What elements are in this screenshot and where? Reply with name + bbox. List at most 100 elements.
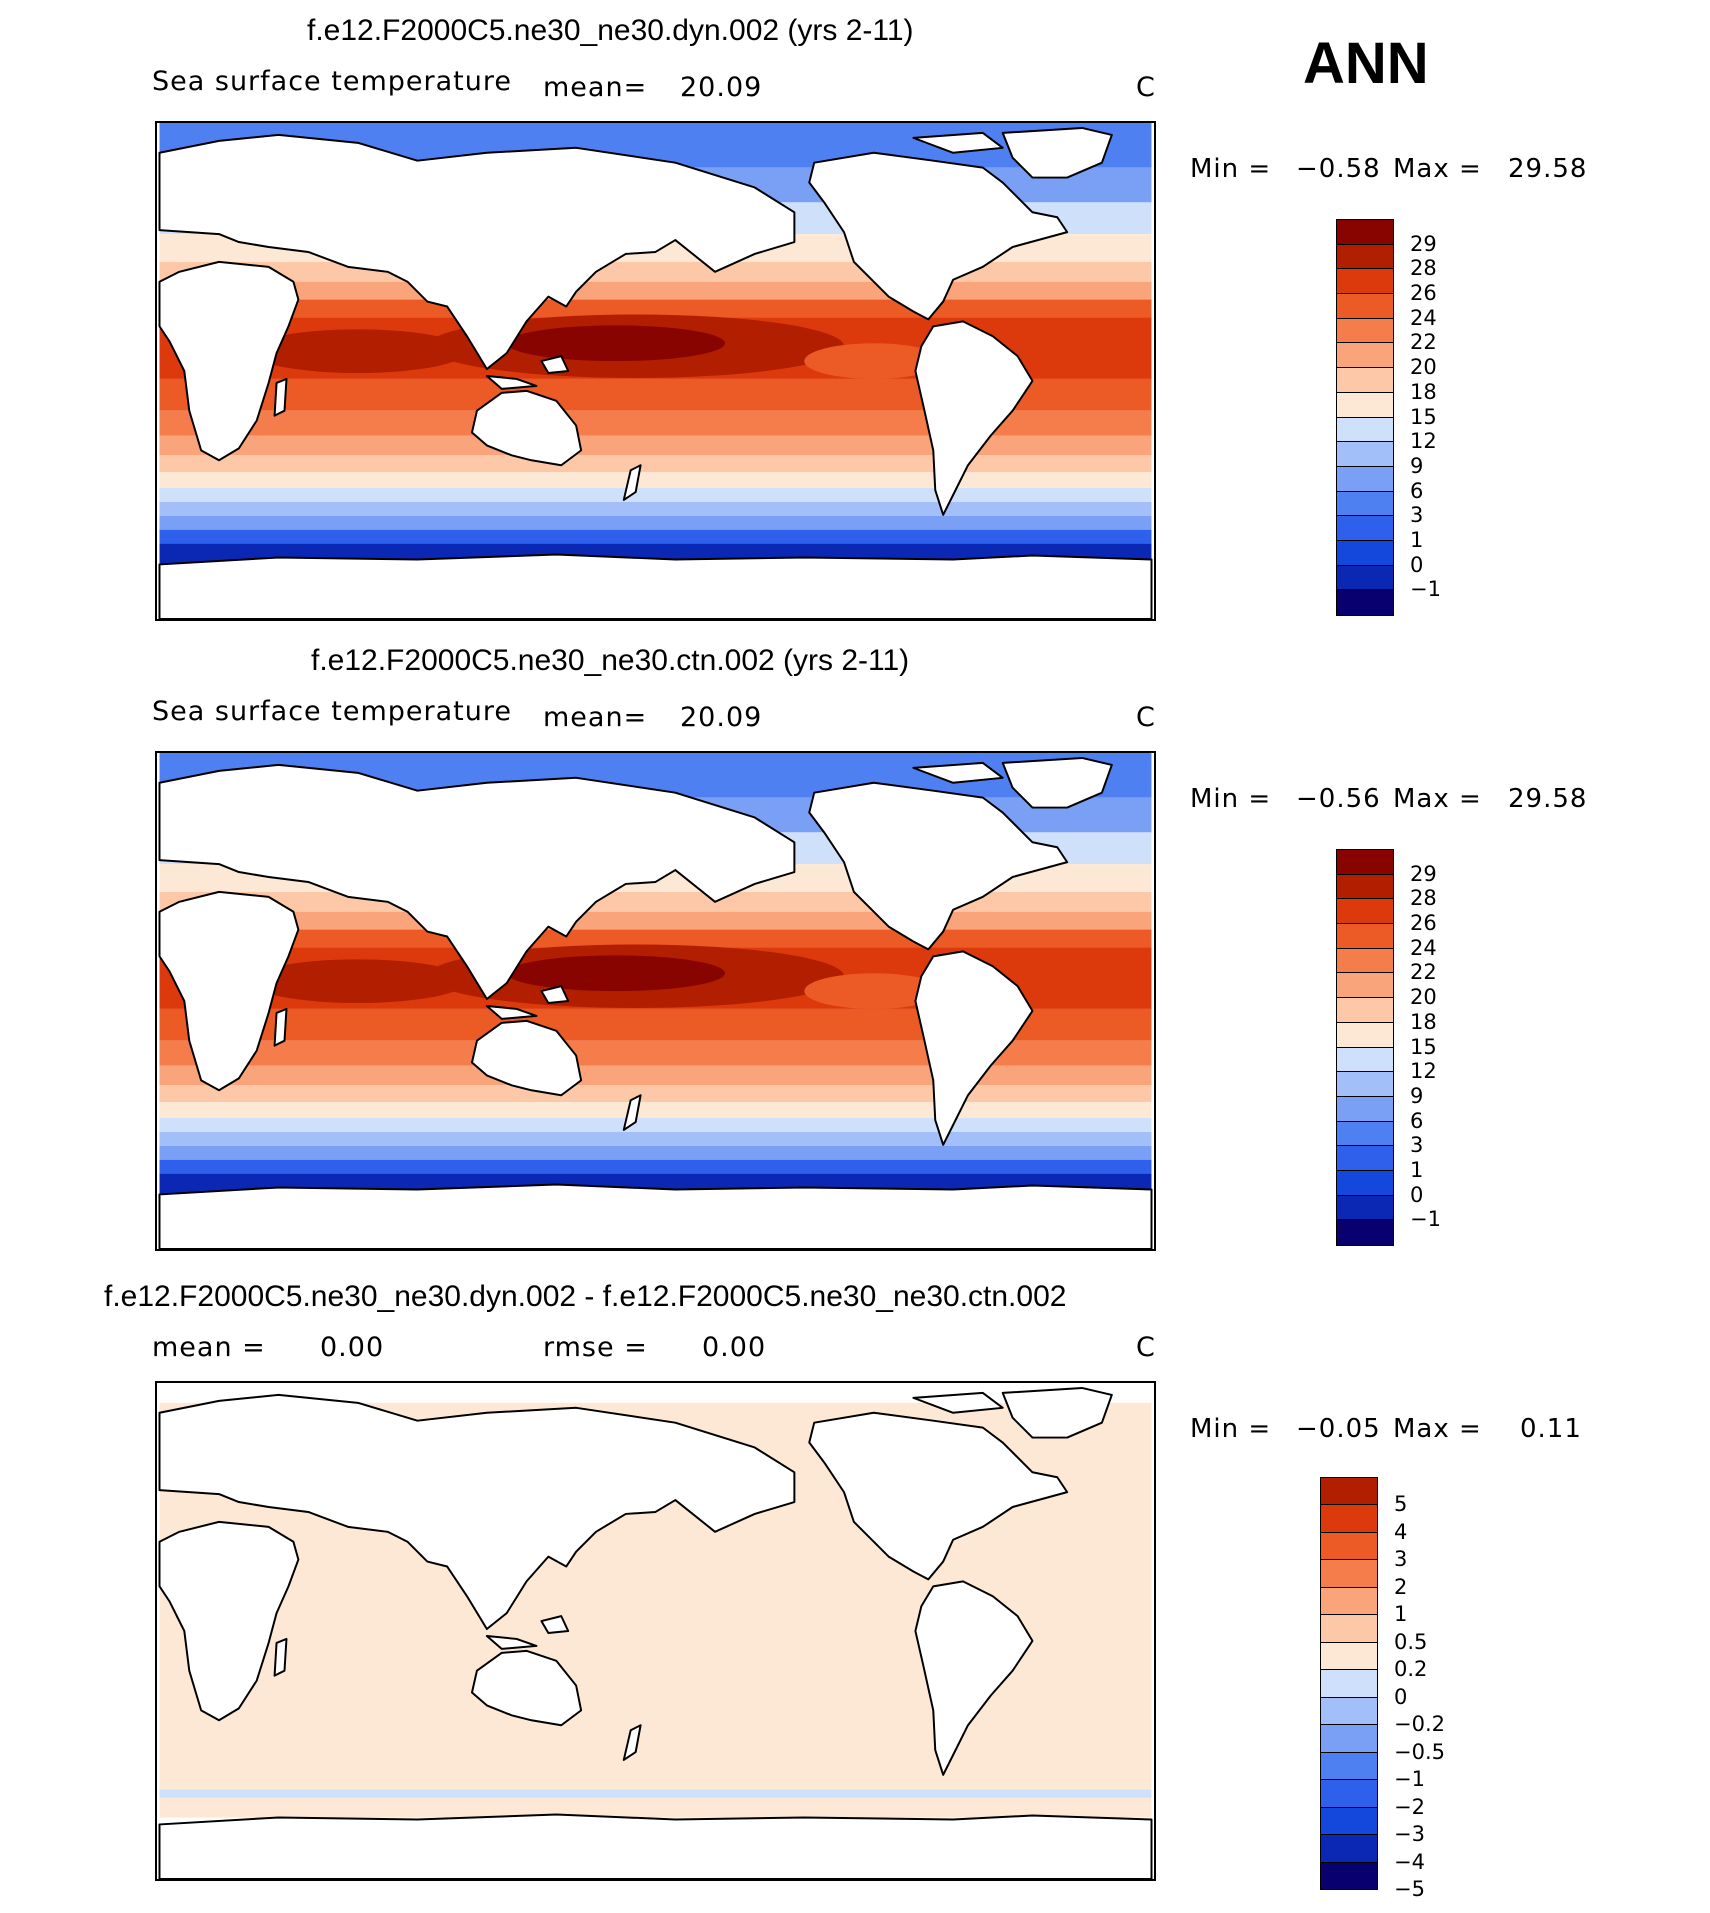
land-mass [540, 1615, 570, 1634]
colorbar-swatch [1320, 1504, 1378, 1534]
panel-3-max-value: 0.11 [1520, 1414, 1582, 1444]
panel-3-max-label: Max = [1393, 1414, 1482, 1444]
land-mass [470, 389, 583, 467]
colorbar-tick-label: −0.2 [1394, 1712, 1445, 1737]
warm-pool-core [506, 955, 725, 992]
colorbar-tick-label: 5 [1394, 1492, 1408, 1517]
colorbar-tick-label: 29 [1410, 861, 1437, 886]
sst-band [159, 472, 1152, 489]
colorbar-tick-label: 18 [1410, 1009, 1437, 1034]
sst-band [159, 515, 1152, 530]
colorbar-swatch [1336, 1021, 1394, 1048]
colorbar-swatch [1336, 898, 1394, 925]
colorbar-swatch [1320, 1559, 1378, 1589]
sst-band [159, 1085, 1152, 1103]
colorbar-swatch [1336, 367, 1394, 394]
colorbar-swatch [1320, 1806, 1378, 1836]
colorbar-tick-label: 12 [1410, 1059, 1437, 1084]
panel-2-max-label: Max = [1393, 784, 1482, 814]
colorbar-swatch [1336, 293, 1394, 320]
sst-band [159, 891, 1152, 912]
colorbar-tick-label: 1 [1410, 1157, 1424, 1182]
panel-3-units: C [1136, 1332, 1156, 1363]
colorbar-tick-label: −5 [1394, 1877, 1425, 1901]
land-mass [158, 1520, 300, 1722]
land-mass [485, 1634, 538, 1650]
colorbar-swatch [1336, 465, 1394, 493]
panel-1-min-value: −0.58 [1296, 154, 1381, 184]
colorbar-tick-label: 0.5 [1394, 1629, 1428, 1654]
land-mass [808, 151, 1069, 321]
land-mass [914, 950, 1034, 1146]
panel-1-max-label: Max = [1393, 154, 1482, 184]
colorbar-swatch [1336, 1071, 1394, 1098]
colorbar-tick-label: 26 [1410, 911, 1437, 936]
land-mass [158, 763, 796, 1001]
panel-2-min-value: −0.56 [1296, 784, 1381, 814]
panel-2-units: C [1136, 702, 1156, 733]
cold-tongue [804, 973, 944, 1009]
panel-1-mean-value: 20.09 [680, 72, 763, 103]
sst-band [159, 261, 1152, 282]
panel-3-rmse-label: rmse = [543, 1332, 648, 1363]
colorbar-swatch [1320, 1614, 1378, 1644]
sst-band [159, 1065, 1152, 1086]
land-mass [540, 355, 570, 374]
panel-2-mean-label: mean= [543, 702, 648, 733]
sst-band [159, 911, 1152, 930]
colorbar-tick-label: 20 [1410, 355, 1437, 380]
colorbar-swatch [1320, 1586, 1378, 1616]
sst-band [159, 1118, 1152, 1132]
colorbar-tick-label: 1 [1410, 527, 1424, 552]
colorbar-tick-label: 26 [1410, 281, 1437, 306]
colorbar-tick-label: 2 [1394, 1574, 1408, 1599]
colorbar-tick-label: −1 [1410, 1207, 1441, 1232]
sst-band [159, 1145, 1152, 1160]
sst-band [159, 488, 1152, 502]
land-mass [158, 1813, 1153, 1879]
panel-3-rmse-value: 0.00 [702, 1332, 767, 1363]
colorbar-swatch [1336, 589, 1394, 616]
land-mass [158, 260, 300, 462]
land-mass [273, 377, 288, 417]
colorbar-tick-label: 28 [1410, 256, 1437, 281]
panel-2-title: f.e12.F2000C5.ne30_ne30.ctn.002 (yrs 2-1… [311, 644, 910, 677]
colorbar-swatch [1320, 1834, 1378, 1864]
colorbar-tick-label: −1 [1394, 1767, 1425, 1792]
colorbar-tick-label: −0.5 [1394, 1739, 1445, 1764]
colorbar-tick-label: 9 [1410, 453, 1424, 478]
colorbar-tick-label: 9 [1410, 1083, 1424, 1108]
colorbar-tick-label: 22 [1410, 330, 1437, 355]
colorbar-swatch [1320, 1531, 1378, 1561]
panel-2-max-value: 29.58 [1508, 784, 1588, 814]
panel-3-map-canvas [158, 1386, 1153, 1879]
colorbar-swatch [1336, 441, 1394, 468]
sst-band [159, 1131, 1152, 1146]
land-mass [158, 553, 1153, 619]
colorbar-tick-label: 0 [1394, 1684, 1408, 1709]
colorbar-swatch [1336, 1194, 1394, 1221]
colorbar-swatch [1336, 243, 1394, 270]
colorbar-tick-label: 3 [1410, 1133, 1424, 1158]
land-mass [808, 781, 1069, 951]
land-mass [470, 1649, 583, 1727]
colorbar-swatch [1336, 1046, 1394, 1073]
panel-1-min-label: Min = [1190, 154, 1272, 184]
colorbar-tick-label: −2 [1394, 1794, 1425, 1819]
sst-band [159, 455, 1152, 473]
season-label: ANN [1303, 31, 1429, 96]
colorbar-tick-label: −1 [1410, 577, 1441, 602]
panel-1-variable-label: Sea surface temperature [152, 66, 512, 97]
panel-2-min-label: Min = [1190, 784, 1272, 814]
colorbar-tick-label: −3 [1394, 1822, 1425, 1847]
colorbar-tick-label: 6 [1410, 478, 1424, 503]
colorbar-swatch [1336, 515, 1394, 542]
colorbar-tick-label: 22 [1410, 960, 1437, 985]
warm-pool-core [506, 325, 725, 362]
colorbar-swatch [1320, 1861, 1378, 1891]
panel-3-map [155, 1381, 1156, 1881]
colorbar-swatch [1320, 1751, 1378, 1781]
colorbar-swatch [1336, 1120, 1394, 1147]
colorbar-swatch [1336, 972, 1394, 999]
colorbar-tick-label: 3 [1394, 1547, 1408, 1572]
